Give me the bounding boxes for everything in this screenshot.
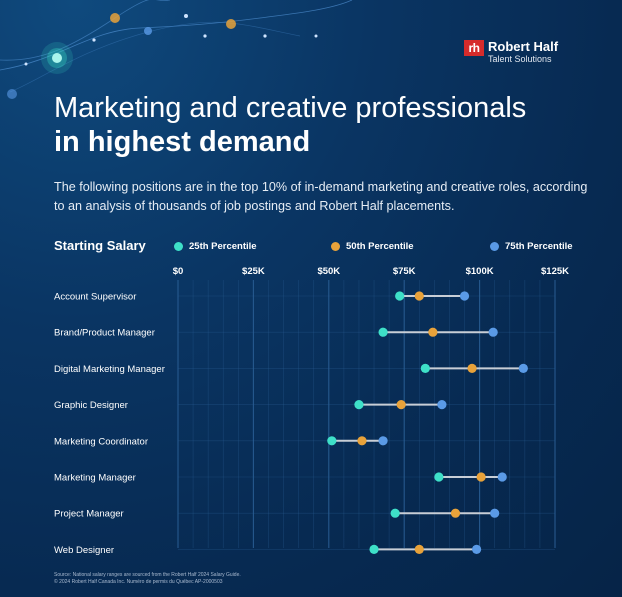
category-label: Graphic Designer [54, 400, 128, 411]
legend-25th-label: 25th Percentile [189, 241, 257, 252]
page-subtitle: The following positions are in the top 1… [54, 180, 588, 213]
legend-50th-label: 50th Percentile [346, 241, 414, 252]
x-tick-label: $100K [466, 266, 494, 277]
data-point-25th [390, 508, 400, 518]
category-label: Marketing Manager [54, 473, 136, 484]
x-tick-label: $25K [242, 266, 265, 277]
legend-50th: 50th Percentile [331, 241, 414, 252]
decorative-network-graphic [0, 0, 353, 99]
x-tick-label: $125K [541, 266, 569, 277]
category-label: Project Manager [54, 509, 124, 520]
legend-50th-dot [331, 242, 340, 251]
category-label: Digital Marketing Manager [54, 364, 165, 375]
data-point-75th [459, 291, 470, 301]
data-point-25th [369, 544, 379, 554]
legend-75th-dot [490, 242, 499, 251]
data-point-75th [378, 436, 388, 446]
page-title-line1: Marketing and creative professionals [54, 92, 527, 124]
category-label: Web Designer [54, 545, 114, 556]
data-point-25th [327, 436, 337, 446]
source-line-1: Source: National salary ranges are sourc… [54, 572, 241, 578]
source-line-2: © 2024 Robert Half Canada Inc. Numéro de… [54, 579, 223, 585]
category-label: Brand/Product Manager [54, 328, 155, 339]
data-point-25th [395, 291, 405, 301]
source-note: Source: National salary ranges are sourc… [54, 572, 241, 586]
data-point-50th [414, 544, 424, 554]
page-title-line2: in highest demand [54, 126, 311, 158]
legend-25th-dot [174, 242, 183, 251]
legend-75th: 75th Percentile [490, 241, 573, 252]
category-label: Marketing Coordinator [54, 436, 148, 447]
starting-salary-label: Starting Salary [54, 238, 146, 253]
data-point-25th [378, 327, 388, 337]
data-point-25th [434, 472, 444, 482]
data-point-50th [428, 327, 438, 337]
salary-dumbbell-chart: $0 $25K $50K $75K $100K $125K Account Supervis… [54, 266, 569, 556]
legend-25th: 25th Percentile [174, 241, 257, 252]
data-point-75th [437, 400, 447, 410]
legend-75th-label: 75th Percentile [505, 241, 573, 252]
data-point-50th [357, 436, 367, 446]
data-point-50th [476, 472, 486, 482]
data-point-75th [497, 472, 507, 482]
data-point-50th [396, 400, 406, 410]
data-point-75th [490, 508, 500, 518]
category-label: Account Supervisor [54, 292, 136, 303]
data-point-75th [518, 363, 528, 373]
data-point-50th [467, 363, 477, 373]
data-point-50th [450, 508, 461, 518]
x-tick-label: $75K [393, 266, 416, 277]
brand-subtitle: Talent Solutions [488, 54, 552, 64]
data-point-25th [354, 400, 364, 410]
data-point-50th [414, 291, 424, 301]
x-tick-label: $0 [173, 266, 184, 277]
brand-name: Robert Half [488, 39, 559, 54]
brand-mark: rh [464, 40, 484, 56]
x-tick-label: $50K [317, 266, 340, 277]
data-point-75th [488, 327, 498, 337]
data-point-25th [420, 363, 430, 373]
data-point-75th [471, 544, 482, 554]
brand-logo: rh Robert Half Talent Solutions [464, 40, 558, 64]
